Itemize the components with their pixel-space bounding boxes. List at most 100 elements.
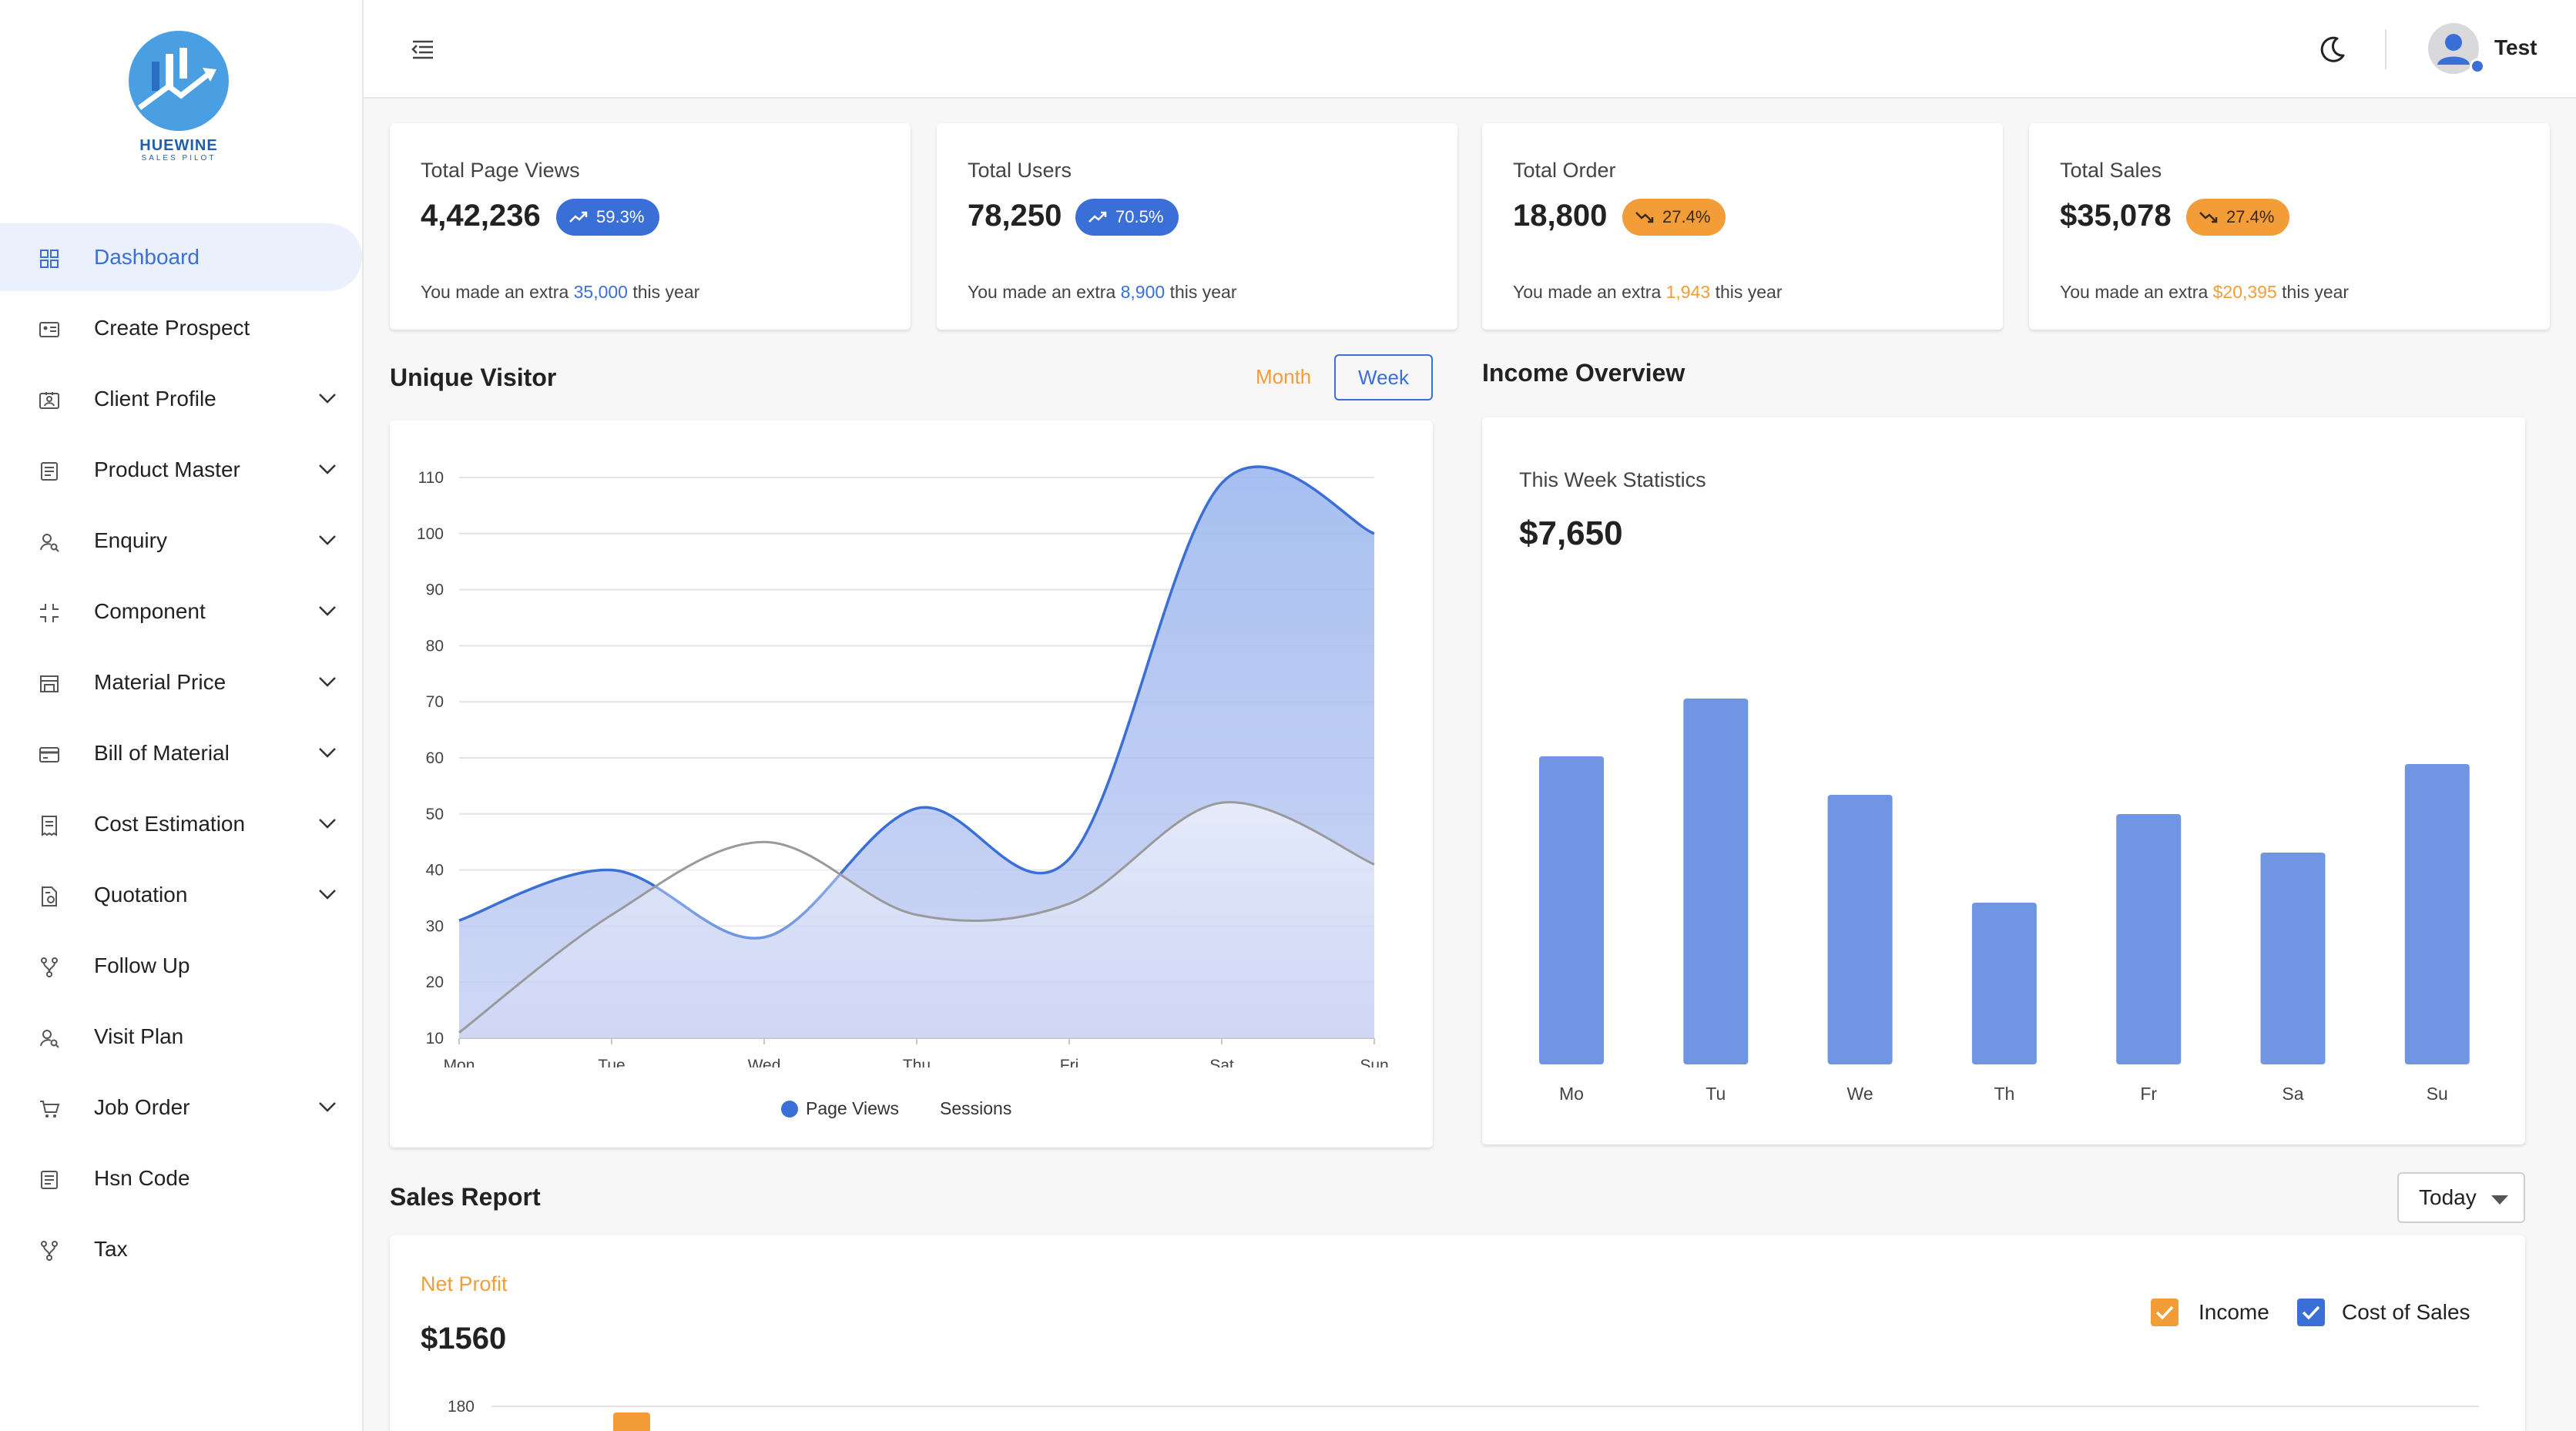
- stat-badge-value: 59.3%: [596, 207, 645, 226]
- header-divider: [2385, 29, 2386, 69]
- y-tick-label: 60: [426, 749, 444, 767]
- stat-card: Total Sales $35,078 27.4% You made an extra…: [2029, 123, 2550, 330]
- income-bar[interactable]: [613, 1413, 650, 1431]
- income-bar[interactable]: [2116, 814, 2182, 1064]
- series-line-page-views: [458, 465, 1375, 940]
- stat-value: 78,250: [968, 199, 1062, 233]
- period-select-value: Today: [2419, 1185, 2477, 1209]
- income-bar[interactable]: [1539, 756, 1604, 1064]
- chevron-down-icon[interactable]: [317, 816, 337, 830]
- stat-badge: 70.5%: [1075, 199, 1179, 236]
- chevron-down-icon[interactable]: [317, 604, 337, 618]
- stat-foot-prefix: You made an extra: [421, 282, 574, 302]
- cart-icon: [40, 1101, 60, 1118]
- bar-category-label: Th: [1994, 1084, 2014, 1104]
- cost-of-sales-checkbox[interactable]: [2297, 1299, 2325, 1326]
- sidebar-item-label: Cost Estimation: [94, 812, 246, 836]
- sidebar-item-product-master[interactable]: Product Master: [0, 434, 364, 505]
- stat-foot-prefix: You made an extra: [968, 282, 1121, 302]
- stat-foot-value: 1,943: [1665, 282, 1711, 302]
- income-subtitle: This Week Statistics: [1519, 468, 1706, 491]
- chevron-down-icon[interactable]: [317, 1100, 337, 1114]
- stat-foot-suffix: this year: [1710, 282, 1783, 302]
- cost-of-sales-legend-label[interactable]: Cost of Sales: [2342, 1300, 2470, 1324]
- trend-up-icon: [1088, 211, 1107, 223]
- income-bar[interactable]: [1971, 903, 2037, 1064]
- sidebar-item-cost-estimation[interactable]: Cost Estimation: [0, 789, 364, 860]
- stat-card: Total Order 18,800 27.4% You made an extra …: [1482, 123, 2003, 330]
- stat-title: Total Order: [1513, 159, 1616, 182]
- x-tick-label: Tue: [598, 1057, 625, 1067]
- legend-sessions[interactable]: Sessions: [940, 1098, 1011, 1119]
- bar-category-label: Su: [2427, 1084, 2448, 1104]
- income-bar[interactable]: [2404, 764, 2470, 1064]
- chevron-down-icon[interactable]: [317, 533, 337, 547]
- sidebar-item-bill-of-material[interactable]: Bill of Material: [0, 718, 364, 789]
- x-tick-label: Sat: [1209, 1057, 1234, 1067]
- chevron-down-icon[interactable]: [317, 391, 337, 405]
- y-tick-label: 100: [417, 525, 444, 543]
- bar-category-label: We: [1847, 1084, 1873, 1104]
- income-overview-card: This Week Statistics $7,650 Mo Tu We Th Fr Sa…: [1482, 417, 2525, 1144]
- dark-mode-moon-icon[interactable]: [2317, 34, 2348, 65]
- income-checkbox[interactable]: [2151, 1299, 2179, 1326]
- sidebar-item-visit-plan[interactable]: Visit Plan: [0, 1001, 364, 1072]
- trend-down-icon: [2199, 212, 2218, 223]
- user-name[interactable]: Test: [2494, 35, 2537, 59]
- chevron-down-icon[interactable]: [317, 746, 337, 759]
- sidebar-item-follow-up[interactable]: Follow Up: [0, 930, 364, 1001]
- income-legend-label[interactable]: Income: [2199, 1300, 2269, 1324]
- sidebar-item-quotation[interactable]: Quotation: [0, 860, 364, 930]
- stat-foot-value: 35,000: [573, 282, 628, 302]
- bar-category-label: Sa: [2282, 1084, 2303, 1104]
- sidebar-item-component[interactable]: Component: [0, 576, 364, 647]
- sales-report-card: Net Profit $1560 Income Cost of Sales 18…: [390, 1235, 2525, 1431]
- brand-tagline: SALES PILOT: [141, 154, 216, 163]
- income-bar[interactable]: [1827, 795, 1893, 1064]
- stat-value: 18,800: [1513, 199, 1608, 233]
- sidebar-item-material-price[interactable]: Material Price: [0, 647, 364, 718]
- stat-foot-prefix: You made an extra: [2060, 282, 2213, 302]
- branch-icon: [41, 1241, 58, 1261]
- credit-card-icon: [39, 747, 59, 762]
- income-overview-title: Income Overview: [1482, 359, 1685, 387]
- period-select[interactable]: Today: [2397, 1172, 2525, 1223]
- sidebar-item-job-order[interactable]: Job Order: [0, 1072, 364, 1143]
- dashboard-grid-icon: [40, 250, 59, 268]
- x-tick-label: Wed: [748, 1057, 781, 1067]
- chevron-down-icon[interactable]: [317, 675, 337, 689]
- sales-report-chart: 180: [448, 1398, 2479, 1431]
- unique-visitor-chart: 10 20 30 40 50 60 70 80 90 100 110 Mon Tue Wed Thu Fri S…: [417, 465, 1389, 1067]
- sidebar-item-client-profile[interactable]: Client Profile: [0, 364, 364, 434]
- chevron-down-icon[interactable]: [317, 887, 337, 901]
- brand-logo[interactable]: HUEWINE SALES PILOT: [126, 31, 231, 166]
- sidebar-item-label: Bill of Material: [94, 741, 230, 765]
- branch-icon: [41, 957, 58, 977]
- sidebar-item-tax[interactable]: Tax: [0, 1214, 364, 1285]
- y-tick-label: 10: [426, 1030, 444, 1047]
- active-highlight: [0, 223, 362, 291]
- sidebar-item-enquiry[interactable]: Enquiry: [0, 505, 364, 576]
- sidebar-item-label: Dashboard: [94, 245, 200, 269]
- sidebar-item-label: Visit Plan: [94, 1024, 184, 1048]
- income-bar[interactable]: [1683, 699, 1749, 1064]
- sidebar-item-dashboard[interactable]: Dashboard: [0, 222, 364, 293]
- sidebar-item-create-prospect[interactable]: Create Prospect: [0, 293, 364, 364]
- y-tick-label: 80: [426, 637, 444, 655]
- y-tick-label: 180: [448, 1398, 475, 1416]
- stat-badge-value: 27.4%: [2226, 207, 2275, 226]
- income-bar[interactable]: [2260, 853, 2326, 1064]
- trend-up-icon: [569, 211, 588, 223]
- sidebar-item-label: Quotation: [94, 883, 188, 907]
- store-icon: [40, 675, 59, 692]
- receipt-icon: [42, 816, 57, 836]
- checkmark-icon: [2302, 1305, 2320, 1320]
- chevron-down-icon[interactable]: [317, 462, 337, 476]
- legend-page-views[interactable]: Page Views: [781, 1098, 899, 1119]
- menu-collapse-icon[interactable]: [411, 39, 434, 60]
- tab-month[interactable]: Month: [1256, 365, 1312, 388]
- tab-week[interactable]: Week: [1334, 354, 1433, 400]
- corners-icon: [40, 604, 59, 622]
- sidebar-item-hsn-code[interactable]: Hsn Code: [0, 1143, 364, 1214]
- bar-category-label: Fr: [2140, 1084, 2157, 1104]
